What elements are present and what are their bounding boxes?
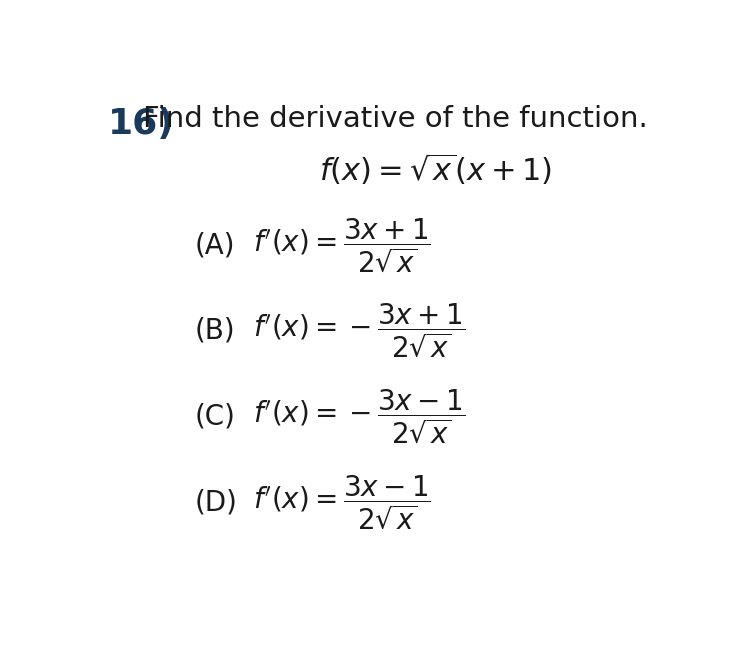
Text: Find the derivative of the function.: Find the derivative of the function. — [143, 106, 648, 133]
Text: $f'(x)=-\dfrac{3x-1}{2\sqrt{x}}$: $f'(x)=-\dfrac{3x-1}{2\sqrt{x}}$ — [253, 388, 465, 445]
Text: $f(x)=\sqrt{x}(x+1)$: $f(x)=\sqrt{x}(x+1)$ — [319, 151, 552, 187]
Text: (D): (D) — [195, 488, 238, 516]
Text: (A): (A) — [195, 231, 235, 260]
Text: $f'(x)=\dfrac{3x-1}{2\sqrt{x}}$: $f'(x)=\dfrac{3x-1}{2\sqrt{x}}$ — [253, 473, 431, 531]
Text: $f'(x)=\dfrac{3x+1}{2\sqrt{x}}$: $f'(x)=\dfrac{3x+1}{2\sqrt{x}}$ — [253, 217, 431, 274]
Text: 16): 16) — [109, 107, 175, 141]
Text: (C): (C) — [195, 402, 236, 430]
Text: (B): (B) — [195, 316, 235, 344]
Text: $f'(x)=-\dfrac{3x+1}{2\sqrt{x}}$: $f'(x)=-\dfrac{3x+1}{2\sqrt{x}}$ — [253, 301, 465, 359]
